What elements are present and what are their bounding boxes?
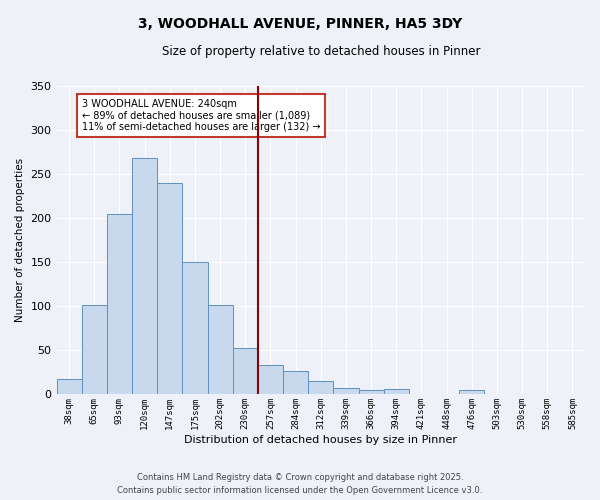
Bar xyxy=(233,348,258,395)
Text: 3 WOODHALL AVENUE: 240sqm
← 89% of detached houses are smaller (1,089)
11% of se: 3 WOODHALL AVENUE: 240sqm ← 89% of detac… xyxy=(82,99,320,132)
Bar xyxy=(208,306,233,394)
Bar xyxy=(359,390,383,394)
Bar xyxy=(283,372,308,394)
X-axis label: Distribution of detached houses by size in Pinner: Distribution of detached houses by size … xyxy=(184,435,457,445)
Bar xyxy=(308,381,334,394)
Bar xyxy=(56,378,82,394)
Bar xyxy=(383,389,409,394)
Bar xyxy=(107,214,132,394)
Text: Contains HM Land Registry data © Crown copyright and database right 2025.
Contai: Contains HM Land Registry data © Crown c… xyxy=(118,474,482,495)
Text: 3, WOODHALL AVENUE, PINNER, HA5 3DY: 3, WOODHALL AVENUE, PINNER, HA5 3DY xyxy=(138,18,462,32)
Bar xyxy=(459,390,484,394)
Bar xyxy=(157,182,182,394)
Bar xyxy=(334,388,359,394)
Bar xyxy=(132,158,157,394)
Y-axis label: Number of detached properties: Number of detached properties xyxy=(15,158,25,322)
Bar xyxy=(82,306,107,394)
Title: Size of property relative to detached houses in Pinner: Size of property relative to detached ho… xyxy=(161,45,480,58)
Bar xyxy=(182,262,208,394)
Bar xyxy=(258,366,283,394)
